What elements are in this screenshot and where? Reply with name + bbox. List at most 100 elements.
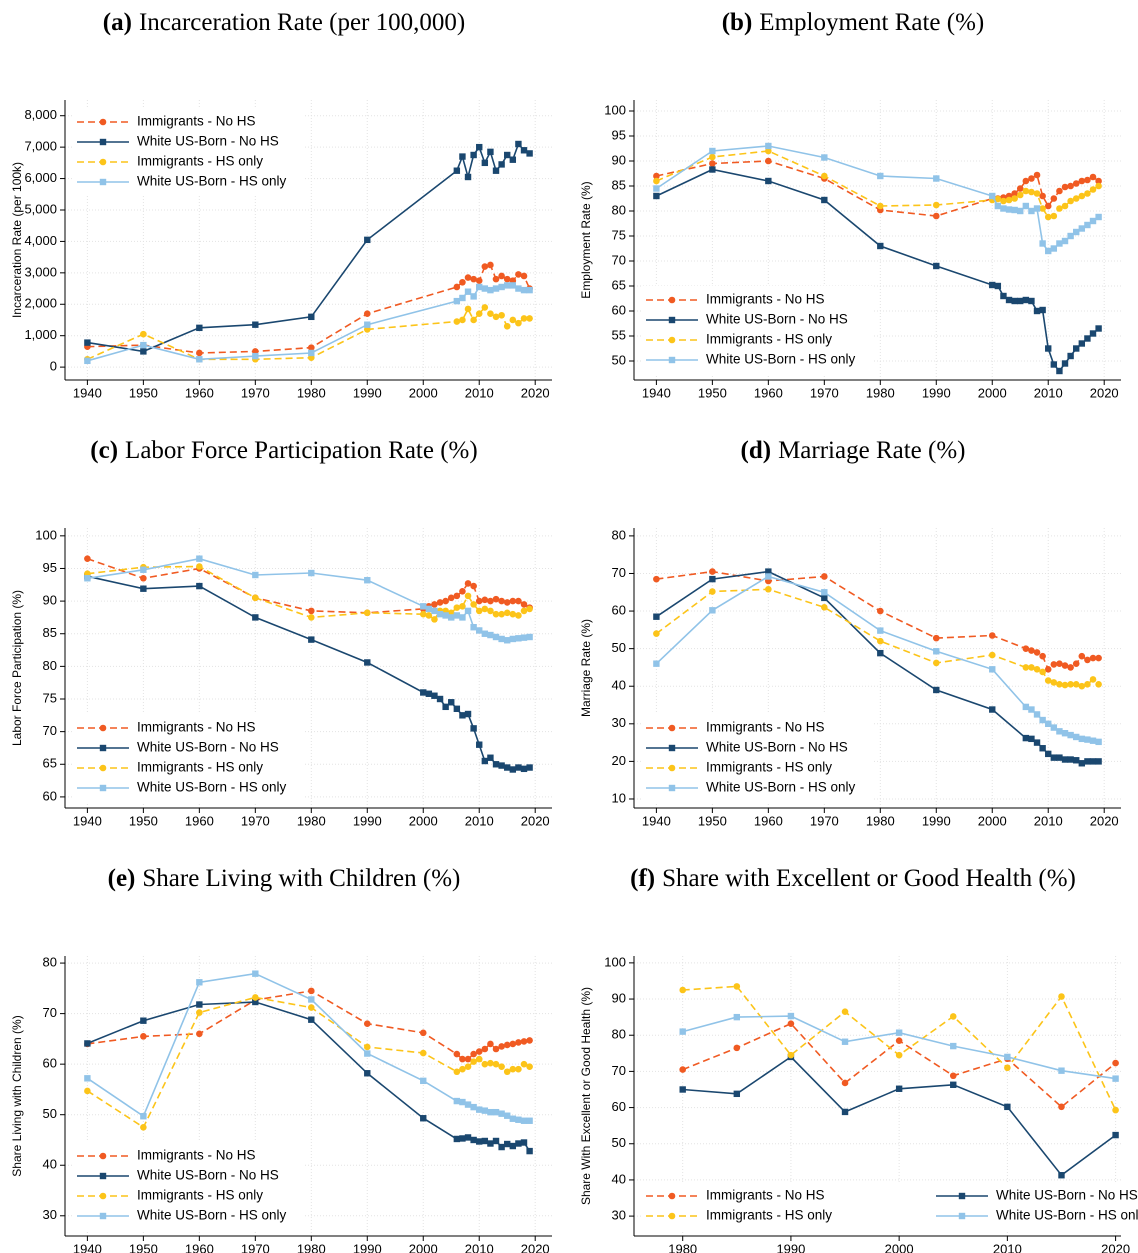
y-tick-label: 70 [612, 252, 626, 267]
marker [1045, 720, 1052, 728]
marker [464, 274, 472, 281]
marker [84, 1075, 91, 1082]
marker [932, 201, 940, 209]
y-tick-label: 4,000 [24, 233, 57, 248]
marker [84, 339, 91, 346]
marker [1005, 196, 1013, 204]
marker [1044, 666, 1052, 673]
marker [1045, 247, 1052, 255]
marker [1095, 177, 1102, 185]
marker [425, 690, 433, 697]
marker [1073, 345, 1080, 352]
marker [1039, 652, 1046, 660]
marker [1005, 206, 1013, 213]
marker [475, 1048, 483, 1055]
marker [470, 1103, 477, 1111]
marker [1061, 730, 1069, 737]
marker [487, 1108, 494, 1116]
marker [84, 1087, 91, 1095]
marker [679, 986, 686, 994]
marker [503, 322, 511, 330]
marker [364, 577, 371, 584]
marker [933, 262, 940, 270]
marker [504, 1140, 511, 1148]
marker [1022, 177, 1030, 185]
marker [1039, 745, 1046, 752]
marker [420, 1115, 427, 1122]
marker [821, 589, 828, 596]
marker [709, 147, 716, 155]
marker [1061, 681, 1069, 689]
marker [459, 153, 466, 160]
marker [1022, 296, 1030, 304]
marker [504, 637, 511, 644]
marker [950, 1042, 957, 1050]
x-tick-label: 2020 [521, 385, 550, 400]
marker [453, 705, 461, 712]
x-tick-label: 1940 [642, 813, 671, 828]
x-tick-label: 1950 [129, 1241, 158, 1253]
x-tick-label: 2020 [1090, 813, 1119, 828]
marker [1084, 758, 1091, 765]
marker [765, 585, 772, 593]
marker [933, 648, 940, 655]
y-tick-label: 5,000 [24, 201, 57, 216]
marker [1067, 681, 1074, 688]
y-axis-label: Share With Excellent or Good Health (%) [579, 987, 593, 1205]
x-tick-label: 2010 [993, 1241, 1022, 1253]
marker [1044, 213, 1052, 221]
marker [1073, 757, 1080, 764]
marker [1050, 195, 1058, 202]
marker [653, 630, 660, 637]
marker [464, 1055, 472, 1063]
legend-marker [99, 764, 107, 772]
legend-label: Immigrants - No HS [706, 720, 825, 735]
y-tick-label: 65 [612, 277, 626, 292]
marker [1072, 660, 1080, 667]
y-tick-label: 30 [43, 1207, 57, 1222]
x-tick-label: 2010 [1034, 813, 1063, 828]
marker [459, 712, 466, 719]
legend-marker [668, 336, 676, 344]
marker [653, 660, 660, 667]
y-tick-label: 90 [612, 152, 626, 167]
x-tick-label: 1980 [668, 1241, 697, 1253]
marker [498, 1110, 505, 1117]
marker [1011, 206, 1018, 214]
y-tick-label: 80 [612, 527, 626, 542]
y-tick-label: 50 [612, 640, 626, 655]
x-tick-label: 1960 [185, 385, 214, 400]
marker [515, 285, 522, 292]
x-tick-label: 1980 [866, 813, 895, 828]
marker [498, 597, 505, 605]
panel-label: (c) [90, 437, 118, 464]
marker [252, 594, 259, 602]
marker [821, 154, 828, 161]
legend-label: Immigrants - No HS [137, 1148, 256, 1163]
marker [308, 636, 315, 643]
marker [1095, 213, 1102, 221]
y-tick-label: 3,000 [24, 264, 57, 279]
marker [1095, 681, 1102, 688]
marker [653, 575, 660, 583]
x-tick-label: 1990 [776, 1241, 805, 1253]
legend-marker [99, 724, 107, 732]
x-tick-label: 1990 [922, 385, 951, 400]
marker [509, 635, 517, 643]
series-line [87, 1001, 531, 1152]
marker [252, 998, 259, 1006]
marker [526, 1117, 533, 1124]
marker [1022, 734, 1030, 742]
marker [498, 1063, 505, 1070]
marker [487, 607, 494, 615]
legend-marker [99, 1212, 107, 1220]
marker [515, 1065, 522, 1073]
marker [1089, 758, 1097, 765]
panel: (c) Labor Force Participation Rate (%) 60 6… [10, 437, 552, 828]
marker [841, 1038, 849, 1045]
marker [1028, 706, 1035, 713]
marker [470, 151, 477, 159]
marker [481, 304, 489, 311]
marker [364, 659, 371, 666]
marker [481, 159, 489, 167]
